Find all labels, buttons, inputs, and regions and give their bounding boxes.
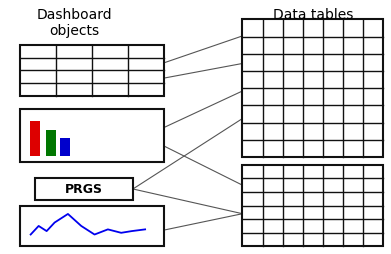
Text: PRGS: PRGS — [65, 183, 103, 196]
Bar — [60, 138, 70, 156]
Text: Data tables: Data tables — [273, 8, 353, 22]
Text: Dashboard
objects: Dashboard objects — [36, 8, 112, 38]
Bar — [20, 109, 164, 163]
Bar — [20, 206, 164, 246]
Bar — [242, 20, 383, 157]
Bar — [242, 165, 383, 246]
Bar — [30, 122, 40, 156]
Bar — [35, 178, 133, 201]
Bar — [20, 46, 164, 58]
Bar — [46, 130, 56, 156]
Bar — [20, 46, 164, 97]
